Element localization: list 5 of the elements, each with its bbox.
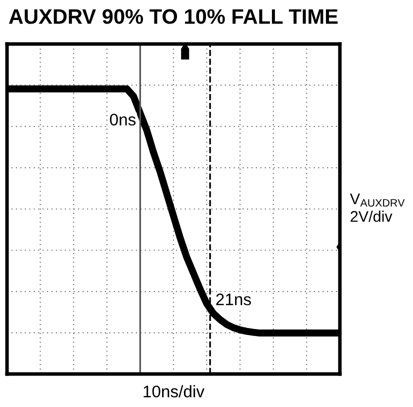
y-axis-title: V$_{AUXDRV}$ 2V/div [350, 194, 405, 222]
annotation: 0ns [110, 114, 136, 126]
chart-title: AUXDRV 90% TO 10% FALL TIME [8, 9, 338, 24]
annotation: 21ns [216, 294, 251, 306]
x-axis-title: 10ns/div [144, 385, 204, 398]
